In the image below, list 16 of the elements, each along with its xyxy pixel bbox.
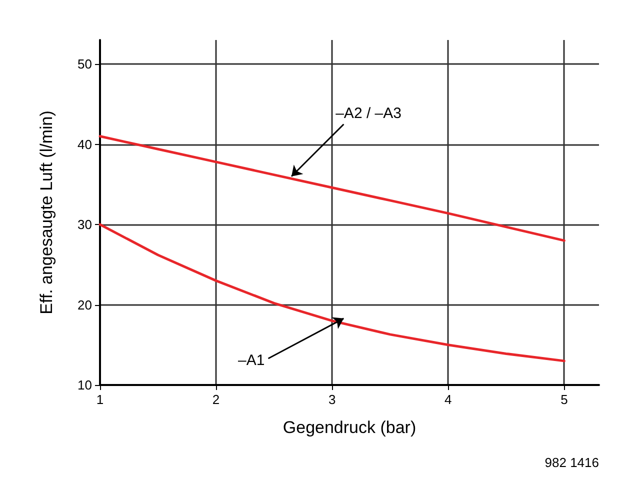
y-tick-label: 20 <box>78 297 92 312</box>
text: 982 1416 <box>544 455 600 470</box>
y-tick-label: 30 <box>78 217 92 232</box>
x-tick-label: 4 <box>444 392 452 407</box>
y-axis-title: Eff. angesaugte Luft (l/min) <box>37 110 56 314</box>
y-tick-label: 50 <box>78 56 92 72</box>
x-tick-label: 3 <box>328 392 336 407</box>
x-tick-label: 1 <box>96 392 104 407</box>
y-tick-label: 10 <box>78 378 92 392</box>
x-tick-label: 5 <box>560 392 568 407</box>
line-series <box>98 135 566 242</box>
x-tick-label: 2 <box>212 392 220 407</box>
x-axis-title: Gegendruck (bar) <box>282 418 416 437</box>
annotation: –A2 / –A3 <box>336 104 402 122</box>
y-tick-label: 40 <box>78 136 92 152</box>
annotation: –A1 <box>238 352 265 369</box>
